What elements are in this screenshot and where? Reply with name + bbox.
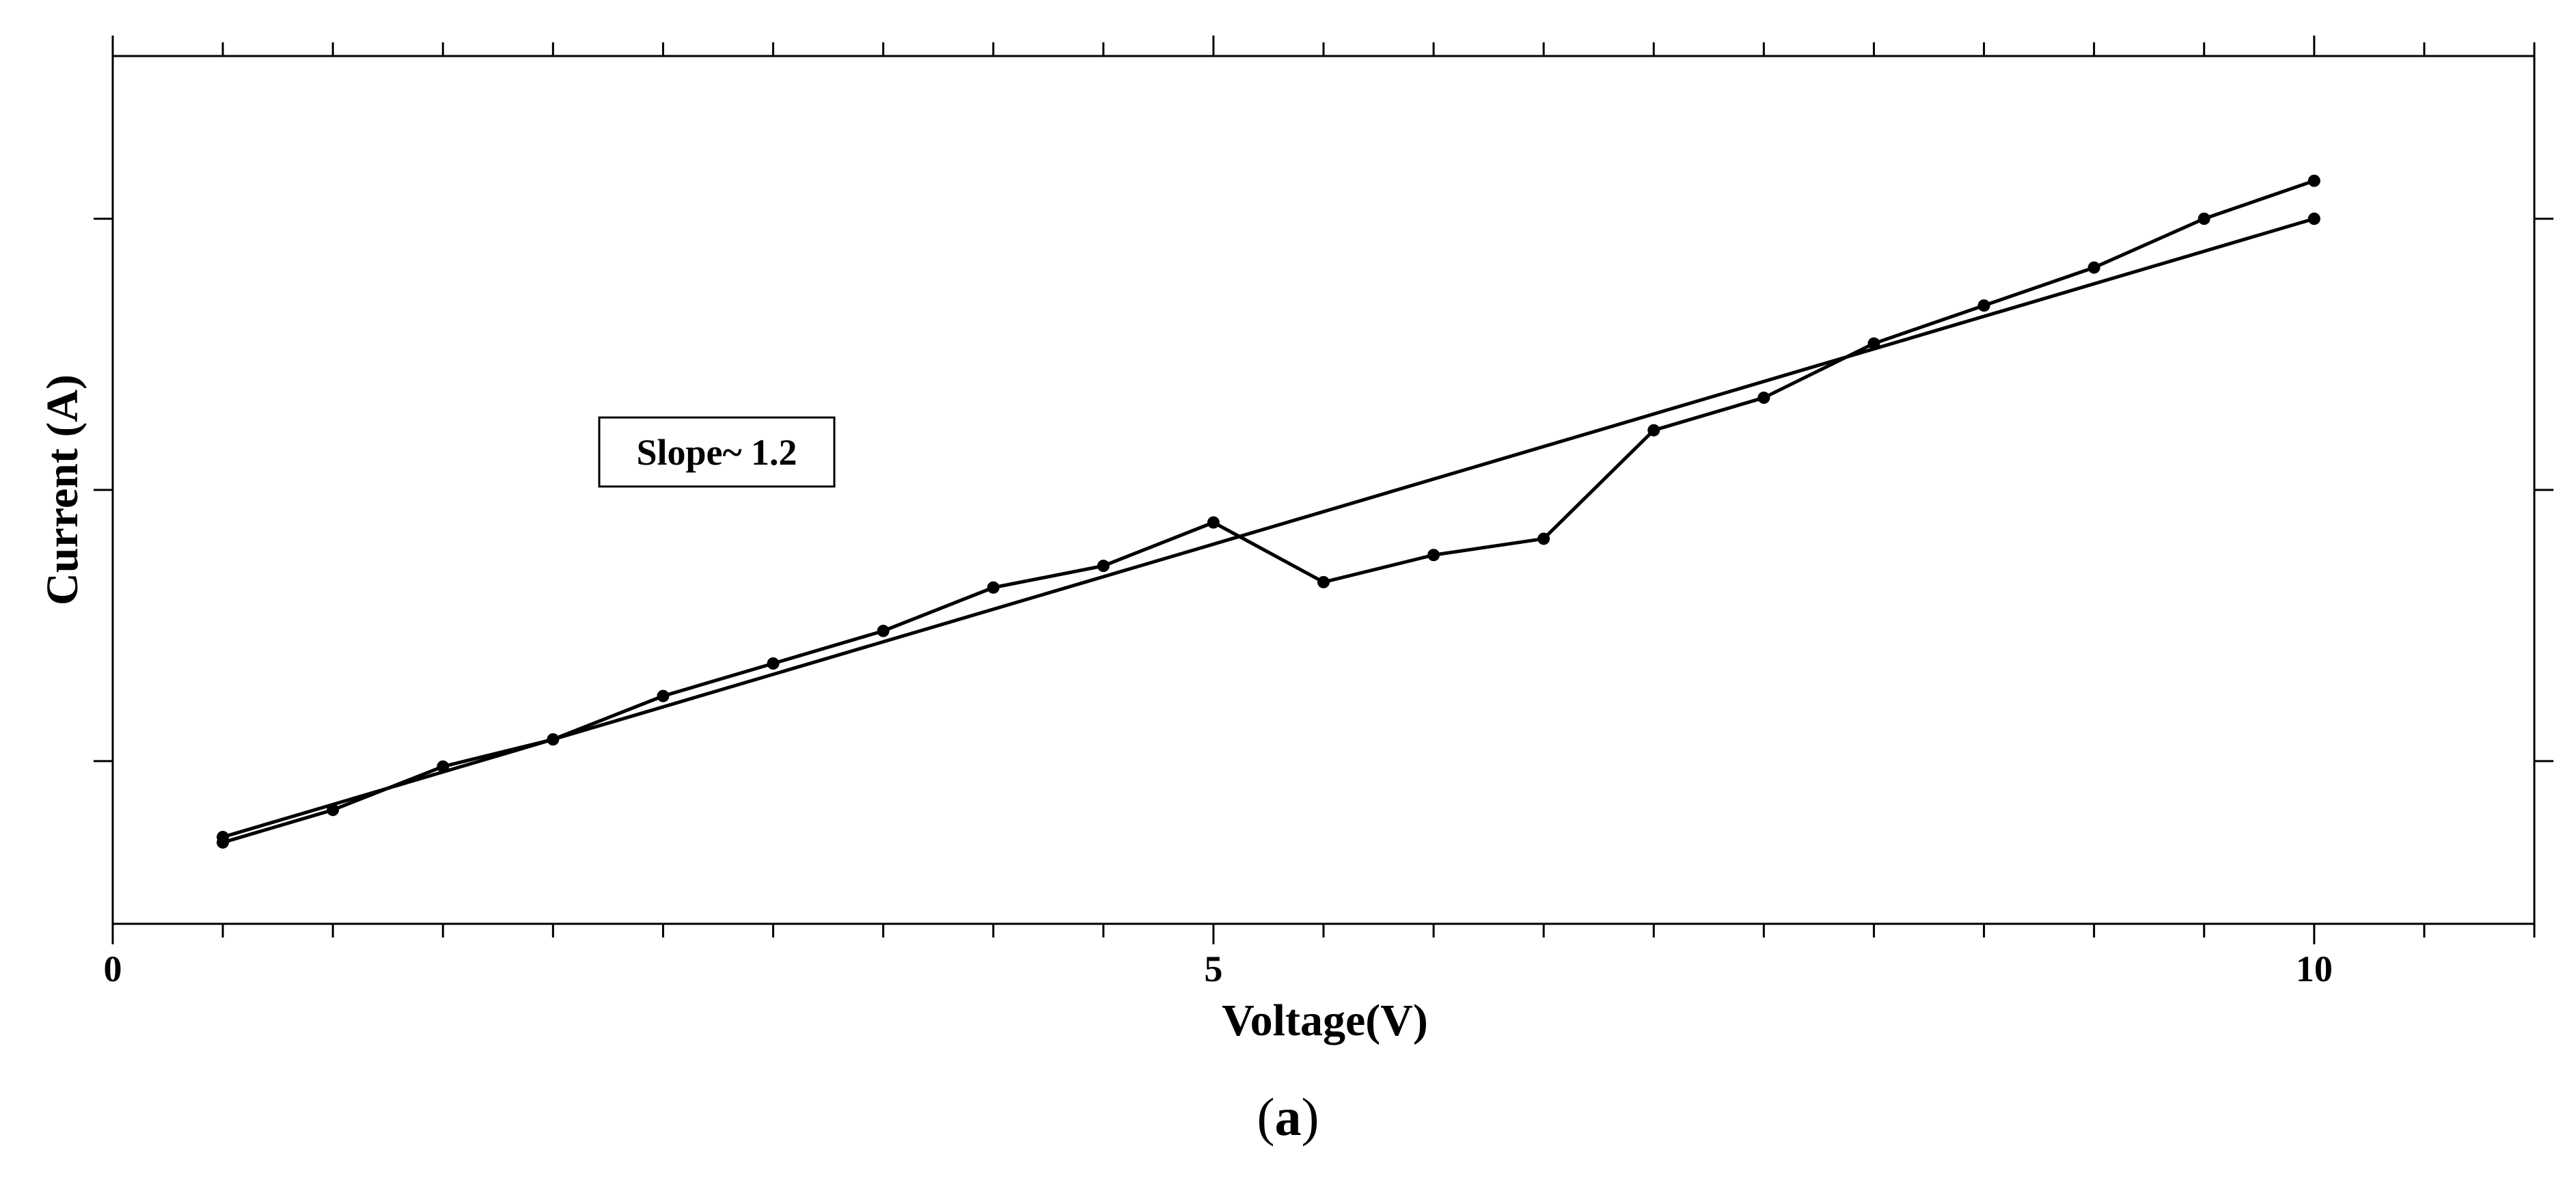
data-point — [2087, 261, 2100, 274]
series-line — [222, 217, 2315, 839]
data-point — [767, 657, 780, 670]
data-point — [1317, 575, 1330, 588]
series-line — [222, 179, 2315, 845]
x-tick-label: 0 — [104, 948, 122, 989]
plot-frame — [111, 55, 2536, 925]
data-point — [1977, 299, 1990, 312]
annotation-frame — [598, 416, 836, 488]
data-point — [2307, 213, 2320, 225]
data-point — [877, 625, 890, 638]
x-axis-label: Voltage(V) — [1222, 996, 1428, 1045]
data-point — [2197, 213, 2210, 225]
data-point — [1537, 532, 1550, 545]
data-point — [2307, 174, 2320, 187]
caption-letter: a — [1274, 1087, 1302, 1147]
x-tick-label: 5 — [1204, 948, 1222, 989]
figure-caption: (a) — [1257, 1087, 1319, 1147]
series-1 — [217, 174, 2320, 849]
data-point — [217, 831, 230, 843]
series-layer — [217, 174, 2320, 849]
data-point — [987, 581, 1000, 594]
x-tick-labels: 0 5 10 — [104, 948, 2333, 989]
data-point — [1427, 549, 1440, 562]
series-2 — [217, 213, 2320, 843]
data-point — [1757, 392, 1770, 405]
data-point — [1097, 560, 1110, 573]
axis-ticks — [94, 36, 2553, 944]
data-point — [1207, 516, 1220, 529]
data-point — [1647, 424, 1660, 437]
data-point — [657, 689, 670, 702]
annotation-box: Slope~ 1.2 — [598, 416, 836, 488]
y-axis-label: Current (A) — [38, 374, 87, 605]
x-tick-label: 10 — [2296, 948, 2333, 989]
annotation-text: Slope~ 1.2 — [636, 432, 797, 473]
